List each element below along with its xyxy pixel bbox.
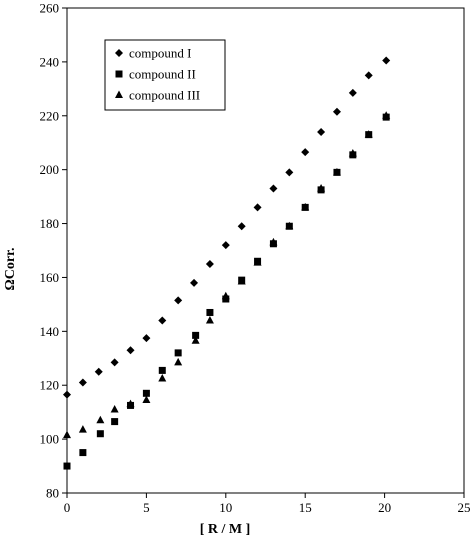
- y-tick-label: 100: [40, 432, 60, 447]
- series-1: [63, 56, 391, 399]
- data-point: [205, 259, 214, 268]
- data-point: [221, 241, 230, 250]
- data-point: [191, 336, 200, 344]
- data-point: [142, 389, 150, 397]
- y-tick-label: 260: [40, 1, 60, 16]
- data-point: [111, 418, 119, 426]
- y-tick-label: 140: [40, 324, 60, 339]
- data-point: [78, 425, 87, 433]
- plot-frame: [66, 7, 465, 494]
- y-axis-label: ΩCorr.: [3, 248, 18, 291]
- data-point: [269, 237, 278, 246]
- data-point: [174, 296, 183, 305]
- x-tick-label: 20: [378, 500, 391, 515]
- data-point: [364, 130, 373, 138]
- data-point: [126, 346, 135, 355]
- legend-marker: [115, 90, 123, 98]
- data-point: [221, 291, 230, 300]
- data-point: [63, 462, 71, 470]
- y-tick-label: 120: [40, 378, 60, 393]
- x-axis: 0 5 10 15 20 25: [64, 493, 471, 515]
- data-point: [348, 149, 357, 157]
- data-point: [174, 349, 182, 357]
- data-point: [237, 222, 246, 231]
- data-point: [285, 168, 294, 177]
- data-point: [301, 202, 310, 211]
- x-axis-label: [ R / M ]: [200, 522, 251, 537]
- data-point: [301, 148, 310, 157]
- data-point: [206, 308, 214, 316]
- data-point: [94, 367, 103, 376]
- data-point: [78, 378, 87, 387]
- data-point: [382, 56, 391, 65]
- data-point: [110, 404, 119, 413]
- data-point: [285, 221, 294, 230]
- x-tick-label: 15: [299, 500, 312, 515]
- data-point: [332, 107, 341, 116]
- data-point: [158, 366, 166, 374]
- data-point: [79, 449, 87, 457]
- legend-marker: [115, 70, 123, 78]
- legend-label: compound I: [129, 46, 191, 61]
- legend-marker: [115, 49, 123, 57]
- data-point: [96, 430, 104, 438]
- data-point: [63, 430, 71, 439]
- legend: compound I compound II compound III: [104, 39, 226, 111]
- data-point: [110, 358, 119, 367]
- data-marks: [63, 56, 391, 470]
- data-point: [174, 357, 183, 366]
- data-point: [126, 399, 135, 408]
- y-tick-label: 240: [40, 54, 60, 69]
- series-2: [63, 113, 390, 470]
- y-tick-label: 160: [40, 270, 60, 285]
- y-axis: 80 100 120 140 160 180 200 220 240 260: [40, 1, 67, 501]
- legend-label: compound II: [129, 67, 196, 82]
- x-tick-label: 25: [458, 500, 471, 515]
- data-point: [142, 395, 151, 404]
- data-point: [253, 258, 262, 266]
- data-point: [205, 316, 214, 324]
- data-point: [269, 184, 278, 193]
- data-point: [158, 373, 167, 382]
- data-point: [237, 276, 246, 285]
- data-point: [348, 88, 357, 97]
- y-tick-label: 80: [46, 486, 59, 501]
- x-tick-label: 10: [219, 500, 232, 515]
- data-point: [382, 111, 391, 119]
- plot-area-border: [66, 7, 465, 494]
- series-3: [63, 111, 391, 439]
- data-point: [317, 184, 326, 192]
- x-tick-label: 0: [64, 500, 71, 515]
- data-point: [96, 415, 105, 424]
- data-point: [63, 390, 71, 399]
- legend-box: [104, 39, 226, 111]
- legend-label: compound III: [129, 88, 200, 103]
- y-tick-label: 200: [40, 162, 60, 177]
- y-tick-label: 220: [40, 108, 60, 123]
- data-point: [192, 331, 200, 339]
- x-tick-label: 5: [143, 500, 150, 515]
- data-point: [332, 167, 341, 176]
- data-point: [190, 278, 199, 287]
- data-point: [142, 334, 151, 343]
- data-point: [364, 71, 373, 80]
- y-tick-label: 180: [40, 216, 60, 231]
- data-point: [253, 203, 262, 212]
- data-point: [317, 127, 326, 136]
- data-point: [158, 316, 167, 325]
